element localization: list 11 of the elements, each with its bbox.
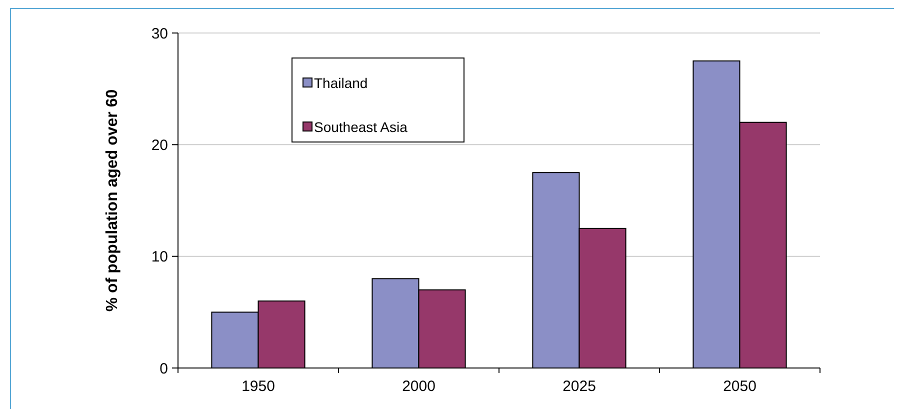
x-tick-label: 2050 [723,378,756,395]
y-tick-label: 0 [160,360,168,378]
legend-label: Thailand [314,74,368,91]
x-tick-label: 2000 [402,378,436,395]
y-tick-label: 10 [151,248,168,266]
y-tick-label: 20 [151,136,168,154]
x-tick-label: 1950 [242,378,275,395]
legend-label: Southeast Asia [314,118,408,135]
x-tick-label: 2025 [562,378,596,395]
y-tick-label: 30 [151,25,168,42]
y-axis-title: % of population aged over 60 [104,89,121,312]
